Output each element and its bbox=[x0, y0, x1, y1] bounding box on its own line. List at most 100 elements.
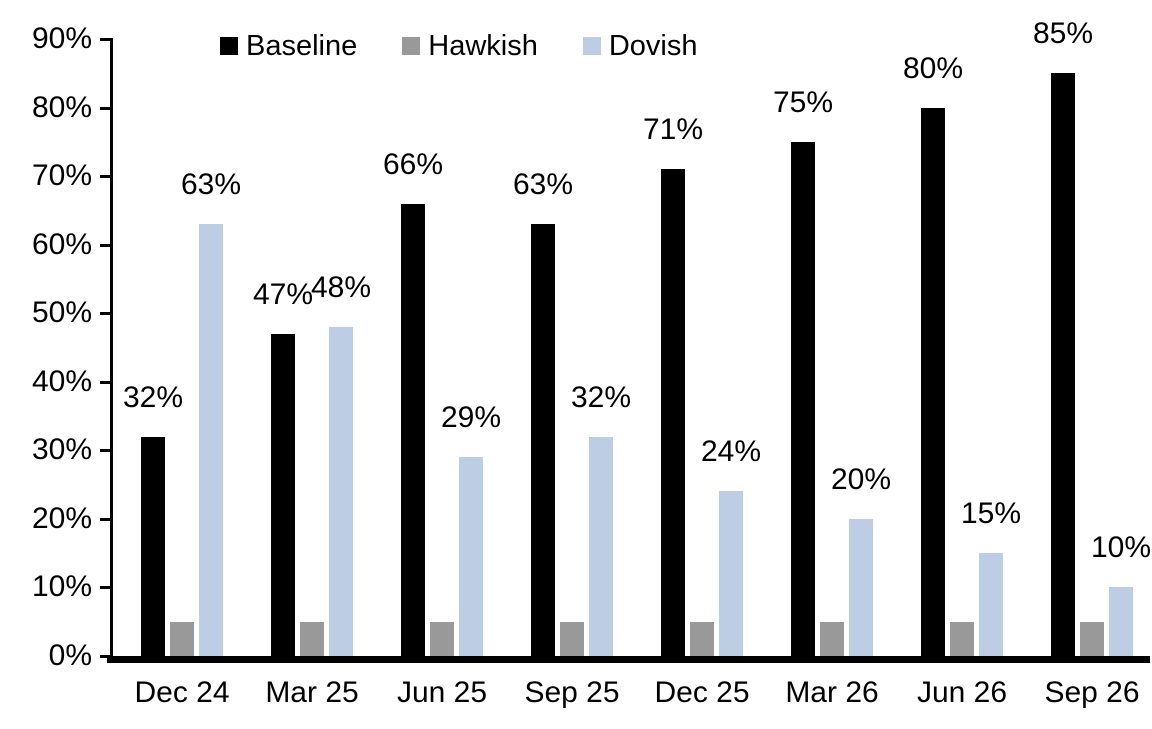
y-axis-tick bbox=[100, 106, 113, 110]
bar-value-label: 29% bbox=[440, 401, 502, 435]
bar-value-label: 15% bbox=[960, 497, 1022, 531]
bar-hawkish bbox=[950, 621, 974, 656]
bar-hawkish bbox=[560, 621, 584, 656]
bar-hawkish bbox=[690, 621, 714, 656]
y-axis-tick bbox=[100, 380, 113, 384]
bar-value-label: 24% bbox=[700, 435, 762, 469]
bar-baseline bbox=[271, 333, 295, 656]
legend-label: Dovish bbox=[608, 30, 698, 62]
bar-hawkish bbox=[430, 621, 454, 656]
bar-baseline bbox=[661, 169, 685, 656]
bar-wrap: 66% bbox=[383, 39, 443, 656]
bar-value-label: 85% bbox=[1032, 17, 1094, 51]
bar-wrap bbox=[820, 39, 844, 656]
x-axis-label: Dec 25 bbox=[654, 676, 750, 709]
bar-hawkish bbox=[170, 621, 194, 656]
bar-value-label: 48% bbox=[310, 270, 372, 304]
bar-value-label: 63% bbox=[180, 168, 242, 202]
bar-value-label: 75% bbox=[772, 85, 834, 119]
legend-swatch-dovish bbox=[582, 37, 601, 55]
y-axis-label: 50% bbox=[31, 296, 92, 330]
bar-dovish bbox=[719, 491, 743, 656]
legend-label: Hawkish bbox=[428, 30, 538, 62]
bar-wrap bbox=[170, 39, 194, 656]
bar-value-label: 63% bbox=[512, 168, 574, 202]
y-axis-line bbox=[110, 39, 113, 663]
bar-value-label: 66% bbox=[382, 147, 444, 181]
y-axis-tick bbox=[100, 517, 113, 521]
legend-item-hawkish: Hawkish bbox=[402, 30, 538, 62]
bar-wrap: 20% bbox=[831, 39, 891, 656]
bar-group-jun-26: 80% 15% bbox=[890, 39, 1021, 656]
bar-wrap bbox=[950, 39, 974, 656]
legend-swatch-hawkish bbox=[402, 37, 421, 55]
y-axis-label: 70% bbox=[31, 159, 92, 193]
bar-wrap: 71% bbox=[643, 39, 703, 656]
y-axis-label: 20% bbox=[31, 501, 92, 535]
bar-baseline bbox=[141, 436, 165, 656]
bar-group-dec-25: 71% 24% bbox=[630, 39, 762, 656]
bar-baseline bbox=[921, 107, 945, 656]
x-axis-label: Sep 25 bbox=[524, 676, 620, 709]
bar-wrap: 80% bbox=[903, 39, 963, 656]
bar-value-label: 10% bbox=[1090, 531, 1152, 565]
y-axis-label: 60% bbox=[31, 227, 92, 261]
bar-dovish bbox=[589, 436, 613, 656]
bar-group-dec-24: 32% 63% bbox=[110, 39, 241, 656]
bar-wrap: 85% bbox=[1033, 19, 1093, 656]
legend-label: Baseline bbox=[246, 30, 358, 62]
bar-wrap bbox=[430, 39, 454, 656]
bar-baseline bbox=[531, 224, 555, 656]
x-axis-line bbox=[107, 656, 1150, 663]
legend-swatch-baseline bbox=[220, 37, 238, 55]
chart-legend: Baseline Hawkish Dovish bbox=[220, 30, 698, 62]
bar-wrap: 47% bbox=[253, 39, 313, 656]
bar-dovish bbox=[849, 518, 873, 656]
y-axis-label: 30% bbox=[31, 433, 92, 467]
bar-value-label: 20% bbox=[830, 462, 892, 496]
bar-value-label: 80% bbox=[902, 51, 964, 85]
bar-baseline bbox=[791, 141, 815, 656]
x-axis-label: Sep 26 bbox=[1044, 676, 1140, 709]
bar-baseline bbox=[401, 203, 425, 656]
y-axis-label: 40% bbox=[31, 364, 92, 398]
bar-wrap: 63% bbox=[181, 39, 241, 656]
legend-item-dovish: Dovish bbox=[582, 30, 698, 62]
y-axis-tick bbox=[100, 312, 113, 316]
bar-dovish bbox=[1109, 587, 1133, 656]
bar-group-sep-26: 85% 10% bbox=[1020, 19, 1152, 656]
y-axis-tick bbox=[100, 175, 113, 179]
x-axis-label: Jun 25 bbox=[396, 676, 488, 709]
bar-dovish bbox=[329, 326, 353, 656]
bar-hawkish bbox=[1080, 621, 1104, 656]
bar-dovish bbox=[979, 553, 1003, 656]
bar-wrap: 29% bbox=[441, 39, 501, 656]
y-axis-label: 10% bbox=[31, 570, 92, 604]
bar-wrap bbox=[690, 39, 714, 656]
bar-value-label: 32% bbox=[122, 380, 184, 414]
bar-wrap: 75% bbox=[773, 39, 833, 656]
y-axis-label: 0% bbox=[48, 639, 92, 672]
bar-baseline bbox=[1051, 73, 1075, 656]
y-axis-tick bbox=[100, 655, 113, 658]
plot-area: 32% 63% 47% 48% 66% 29% 63% 32% 71% 24% 75% 20% 80% 1… bbox=[110, 19, 1152, 656]
y-axis-tick bbox=[100, 449, 113, 453]
x-axis-label: Dec 24 bbox=[134, 676, 230, 709]
bar-wrap bbox=[1080, 39, 1104, 656]
x-axis: Dec 24 Mar 25 Jun 25 Sep 25 Dec 25 Mar 26 Jun … bbox=[110, 676, 1150, 710]
x-axis-label: Jun 26 bbox=[916, 676, 1008, 709]
bar-wrap bbox=[300, 39, 324, 656]
bar-hawkish bbox=[820, 621, 844, 656]
y-axis-label: 80% bbox=[31, 90, 92, 124]
y-axis-label: 90% bbox=[31, 22, 92, 55]
bar-hawkish bbox=[300, 621, 324, 656]
bar-group-mar-26: 75% 20% bbox=[760, 39, 891, 656]
y-axis-tick bbox=[100, 38, 113, 41]
bar-group-jun-25: 66% 29% bbox=[370, 39, 501, 656]
bar-wrap bbox=[560, 39, 584, 656]
bar-wrap: 48% bbox=[311, 39, 371, 656]
y-axis-tick bbox=[100, 243, 113, 247]
bar-group-mar-25: 47% 48% bbox=[240, 39, 371, 656]
bar-wrap: 15% bbox=[961, 39, 1021, 656]
